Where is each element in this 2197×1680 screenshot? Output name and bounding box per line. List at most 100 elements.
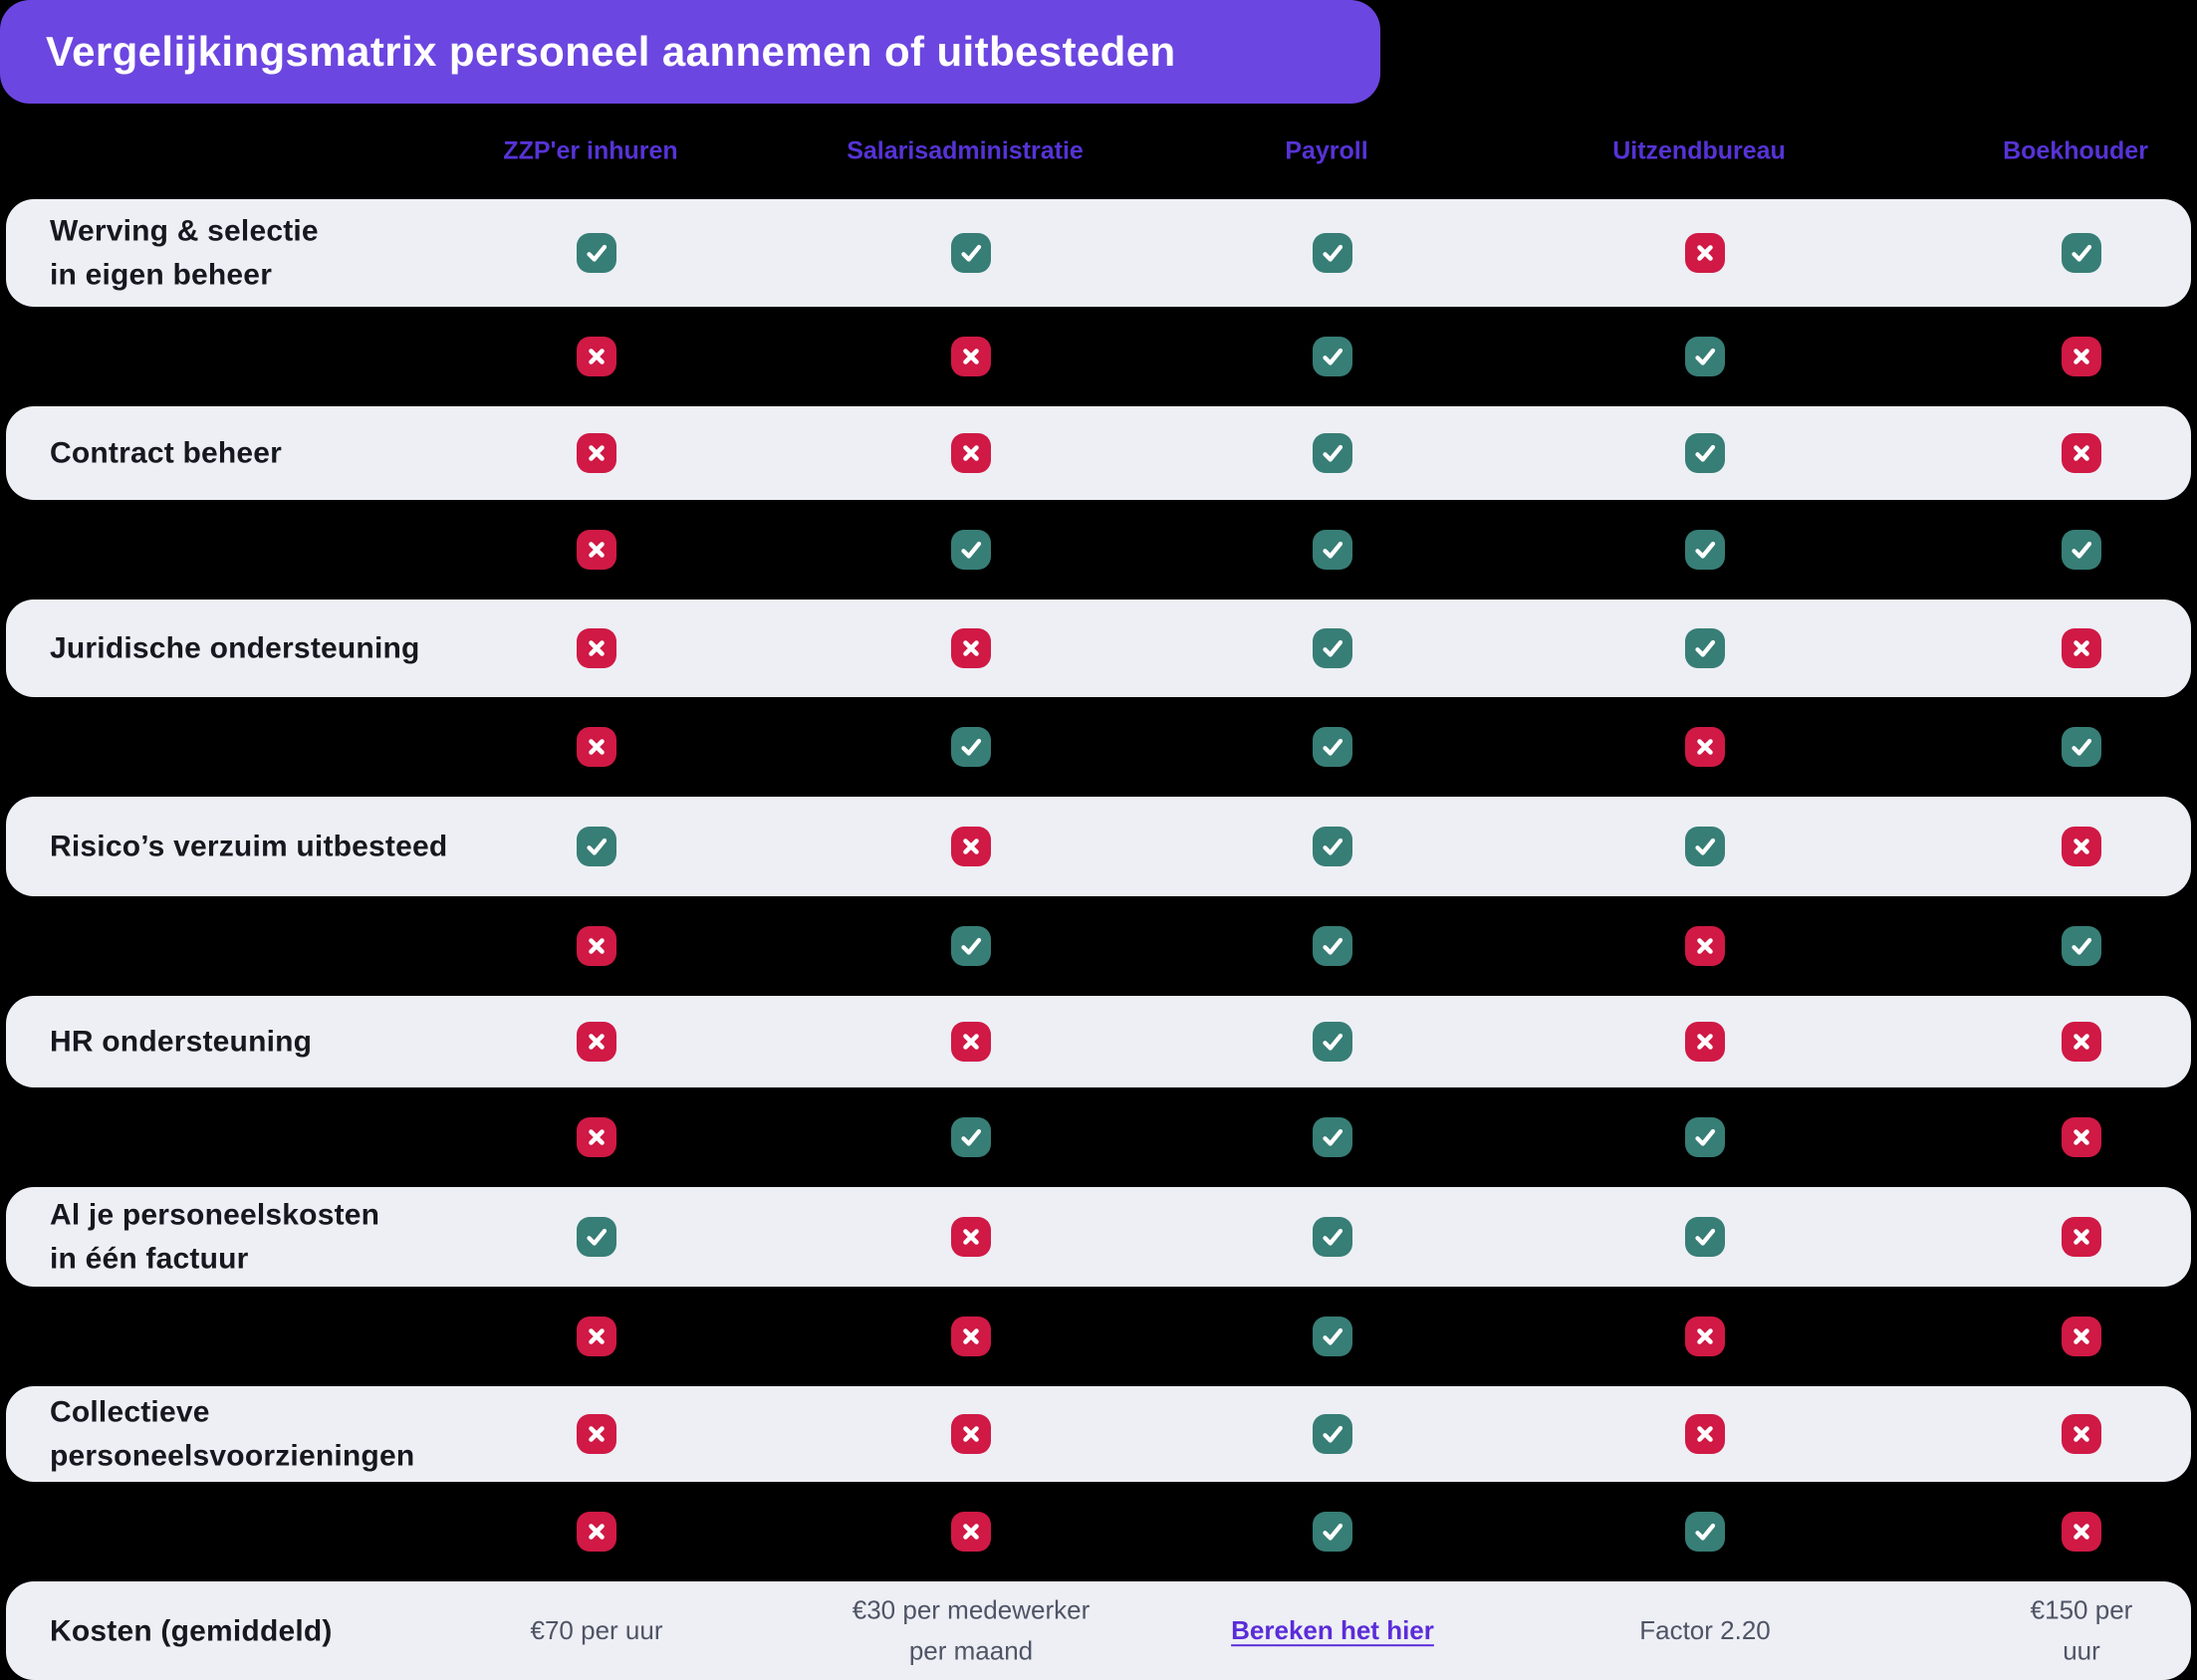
row-label: Collectieve personeelsvoorzieningen bbox=[50, 1395, 415, 1473]
cross-icon bbox=[577, 337, 616, 376]
cross-icon bbox=[577, 1317, 616, 1356]
row-label: Juridische ondersteuning bbox=[50, 631, 420, 665]
check-icon bbox=[1313, 827, 1352, 866]
cross-icon bbox=[2062, 1117, 2101, 1157]
cross-icon bbox=[1685, 233, 1725, 273]
matrix-row: Al je personeelskosten in één factuur bbox=[6, 1187, 2191, 1287]
cross-icon bbox=[577, 1512, 616, 1552]
check-icon bbox=[1685, 530, 1725, 570]
column-headers: ZZP'er inhuren Salarisadministratie Payrol… bbox=[0, 104, 2197, 199]
costs-row: Kosten (gemiddeld) €70 per uur €30 per me… bbox=[6, 1581, 2191, 1680]
cross-icon bbox=[2062, 433, 2101, 473]
column-header-4: Uitzendbureau bbox=[1612, 136, 1786, 165]
cross-icon bbox=[577, 530, 616, 570]
check-icon bbox=[1313, 233, 1352, 273]
cross-icon bbox=[951, 1414, 991, 1454]
cross-icon bbox=[577, 1414, 616, 1454]
check-icon bbox=[951, 1117, 991, 1157]
row-label: Werving & selectie in eigen beheer bbox=[50, 214, 319, 292]
column-header-1: ZZP'er inhuren bbox=[503, 136, 678, 165]
check-icon bbox=[1313, 727, 1352, 767]
cross-icon bbox=[2062, 1414, 2101, 1454]
matrix-row: Collectieve personeelsvoorzieningen bbox=[6, 1386, 2191, 1482]
check-icon bbox=[1313, 926, 1352, 966]
cross-icon bbox=[1685, 727, 1725, 767]
cost-value: €150 per uur bbox=[2030, 1593, 2133, 1666]
cross-icon bbox=[951, 1022, 991, 1062]
check-icon bbox=[577, 233, 616, 273]
cross-icon bbox=[951, 1512, 991, 1552]
check-icon bbox=[1685, 628, 1725, 668]
check-icon bbox=[951, 926, 991, 966]
check-icon bbox=[2062, 926, 2101, 966]
check-icon bbox=[1313, 1317, 1352, 1356]
check-icon bbox=[1313, 1512, 1352, 1552]
row-label: Al je personeelskosten in één factuur bbox=[50, 1198, 380, 1276]
check-icon bbox=[1313, 433, 1352, 473]
check-icon bbox=[1685, 1512, 1725, 1552]
bereken-het-hier-link[interactable]: Bereken het hier bbox=[1231, 1614, 1434, 1645]
check-icon bbox=[1685, 337, 1725, 376]
check-icon bbox=[1313, 1022, 1352, 1062]
cross-icon bbox=[577, 727, 616, 767]
matrix-row: HR ondersteuning bbox=[6, 996, 2191, 1087]
matrix-row bbox=[6, 307, 2191, 406]
cross-icon bbox=[2062, 827, 2101, 866]
cross-icon bbox=[951, 433, 991, 473]
cross-icon bbox=[2062, 628, 2101, 668]
matrix-row: Werving & selectie in eigen beheer bbox=[6, 199, 2191, 307]
cross-icon bbox=[2062, 1217, 2101, 1257]
cross-icon bbox=[577, 628, 616, 668]
matrix-row bbox=[6, 896, 2191, 996]
cost-value: €70 per uur bbox=[530, 1614, 663, 1645]
check-icon bbox=[1313, 1117, 1352, 1157]
cross-icon bbox=[1685, 926, 1725, 966]
matrix-rows: Werving & selectie in eigen beheer Contra… bbox=[0, 199, 2197, 1581]
check-icon bbox=[951, 530, 991, 570]
cross-icon bbox=[577, 433, 616, 473]
costs-row-label: Kosten (gemiddeld) bbox=[50, 1613, 333, 1647]
cross-icon bbox=[577, 926, 616, 966]
row-label: Risico’s verzuim uitbesteed bbox=[50, 830, 448, 863]
check-icon bbox=[577, 1217, 616, 1257]
check-icon bbox=[951, 727, 991, 767]
cross-icon bbox=[2062, 1512, 2101, 1552]
check-icon bbox=[951, 233, 991, 273]
column-header-5: Boekhouder bbox=[2003, 136, 2148, 165]
cost-value: €30 per medewerker per maand bbox=[852, 1593, 1091, 1666]
matrix-row: Contract beheer bbox=[6, 406, 2191, 500]
matrix-row: Juridische ondersteuning bbox=[6, 600, 2191, 697]
cross-icon bbox=[951, 628, 991, 668]
check-icon bbox=[1313, 337, 1352, 376]
column-header-2: Salarisadministratie bbox=[847, 136, 1084, 165]
matrix-row: Risico’s verzuim uitbesteed bbox=[6, 797, 2191, 896]
matrix-row bbox=[6, 500, 2191, 600]
check-icon bbox=[1685, 827, 1725, 866]
cross-icon bbox=[1685, 1317, 1725, 1356]
cross-icon bbox=[577, 1022, 616, 1062]
row-label: HR ondersteuning bbox=[50, 1025, 313, 1059]
cross-icon bbox=[951, 1317, 991, 1356]
check-icon bbox=[1685, 433, 1725, 473]
cross-icon bbox=[577, 1117, 616, 1157]
cross-icon bbox=[2062, 1317, 2101, 1356]
matrix-row bbox=[6, 1287, 2191, 1386]
cross-icon bbox=[951, 827, 991, 866]
cross-icon bbox=[2062, 1022, 2101, 1062]
check-icon bbox=[1685, 1217, 1725, 1257]
cross-icon bbox=[1685, 1414, 1725, 1454]
check-icon bbox=[1685, 1117, 1725, 1157]
check-icon bbox=[1313, 1414, 1352, 1454]
matrix-row bbox=[6, 1482, 2191, 1581]
matrix-row bbox=[6, 697, 2191, 797]
cross-icon bbox=[1685, 1022, 1725, 1062]
check-icon bbox=[1313, 530, 1352, 570]
matrix-row bbox=[6, 1087, 2191, 1187]
page-title: Vergelijkingsmatrix personeel aannemen o… bbox=[46, 28, 1176, 75]
check-icon bbox=[2062, 233, 2101, 273]
title-banner: Vergelijkingsmatrix personeel aannemen o… bbox=[0, 0, 1380, 104]
check-icon bbox=[2062, 530, 2101, 570]
check-icon bbox=[577, 827, 616, 866]
row-label: Contract beheer bbox=[50, 436, 283, 470]
